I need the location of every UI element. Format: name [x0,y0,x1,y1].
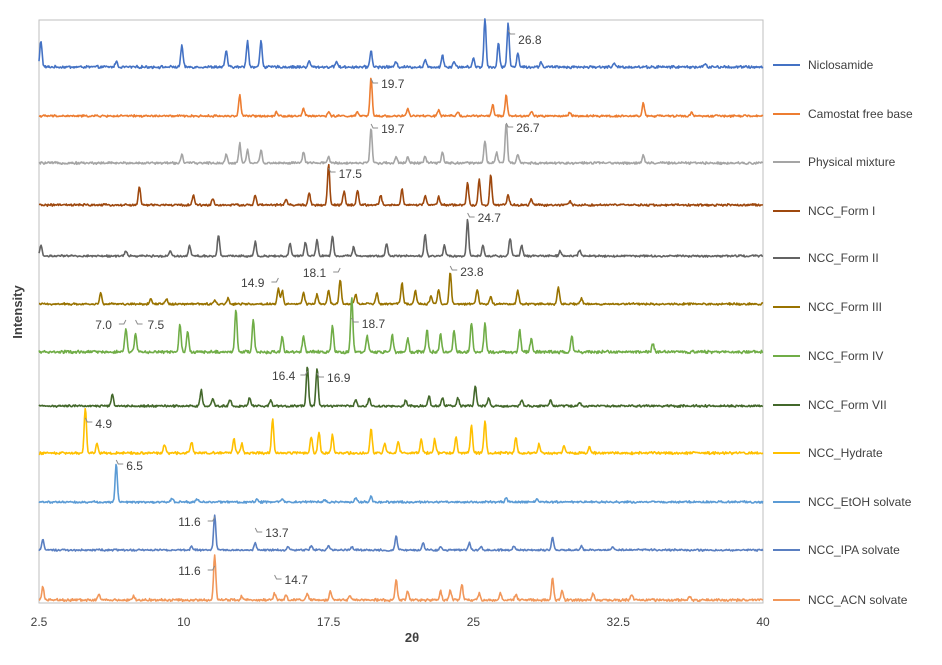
annotation-leader [507,29,516,35]
peak-annotation: 4.9 [95,417,112,431]
legend-label: NCC_Form II [808,251,879,265]
legend-label: NCC_EtOH solvate [808,495,912,509]
legend-label: NCC_Form IV [808,349,883,363]
legend-label: NCC_Form I [808,204,875,218]
annotation-leader [207,516,216,522]
x-tick-label: 32.5 [607,615,631,629]
annotation-leader [351,317,359,323]
peak-annotation: 11.6 [178,515,201,529]
x-tick-label: 10 [177,615,191,629]
series-line-ncc-form-ii [38,218,763,258]
annotation-leader [370,123,379,129]
peak-annotation: 17.5 [339,167,363,181]
annotation-leader [449,265,458,271]
peak-annotation: 18.7 [362,317,386,331]
annotations-group: 26.8 19.7 19.7 26.7 17.5 24.7 14.9 18.1 23.8 7.0 7… [84,29,542,587]
annotation-leader [254,527,263,533]
legend-label: Niclosamide [808,58,874,72]
annotation-leader [370,78,379,84]
y-axis-title: Intensity [10,285,25,339]
series-line-ncc-acn-solvate [38,554,764,603]
annotation-leader [505,122,514,128]
annotation-leader [271,277,279,283]
series-line-ncc-etoh-solvate [38,463,764,505]
peak-annotation: 14.9 [241,276,265,290]
peak-annotation: 16.4 [272,369,296,383]
series-line-ncc-form-i [38,163,764,207]
peak-annotation: 16.9 [327,371,351,385]
legend-label: NCC_Form VII [808,398,887,412]
series-line-physical-mixture [38,123,764,166]
x-tick-label: 17.5 [317,615,341,629]
peak-annotation: 19.7 [381,77,405,91]
annotation-leader [467,212,475,218]
annotation-leader [333,267,341,273]
traces-group [38,18,764,603]
peak-annotation: 26.8 [518,33,542,47]
peak-annotation: 26.7 [516,121,540,135]
x-tick-label: 40 [756,615,770,629]
peak-annotation: 19.7 [381,122,405,136]
peak-annotation: 7.0 [95,318,112,332]
annotation-leader [316,372,325,378]
peak-annotation: 24.7 [478,211,502,225]
x-tick-label: 2.5 [31,615,48,629]
x-tick-labels: 2.5 10 17.5 25 32.5 40 [31,615,770,629]
peak-annotation: 7.5 [148,318,165,332]
plot-area-border [38,19,764,604]
legend-label: NCC_IPA solvate [808,543,900,557]
series-line-ncc-form-vii [38,366,764,409]
legend-label: NCC_ACN solvate [808,593,908,607]
annotation-leader [84,417,93,423]
series-line-ncc-ipa-solvate [38,514,764,552]
peak-annotation: 11.6 [178,564,201,578]
legend-label: NCC_Form III [808,300,882,314]
annotation-leader [135,319,143,325]
legend: Niclosamide Camostat free base Physical mi… [773,58,913,607]
peak-annotation: 14.7 [285,573,309,587]
annotation-leader [207,565,216,571]
legend-label: NCC_Hydrate [808,446,883,460]
x-tick-label: 25 [467,615,481,629]
annotation-leader [328,167,336,173]
annotation-leader [115,459,124,465]
annotation-leader [118,319,127,325]
legend-label: Physical mixture [808,155,896,169]
series-line-ncc-hydrate [38,407,764,456]
legend-label: Camostat free base [808,107,913,121]
peak-annotation: 6.5 [126,459,143,473]
annotation-leader [274,574,282,580]
x-axis-title: 2θ [405,630,419,645]
series-line-camostat-free-base [38,77,764,118]
peak-annotation: 23.8 [460,265,484,279]
peak-annotation: 13.7 [265,526,289,540]
peak-annotation: 18.1 [303,266,327,280]
series-line-ncc-form-iii [38,272,764,307]
annotation-leader [300,370,308,376]
series-line-niclosamide [38,18,764,70]
series-line-ncc-form-iv [38,297,764,355]
